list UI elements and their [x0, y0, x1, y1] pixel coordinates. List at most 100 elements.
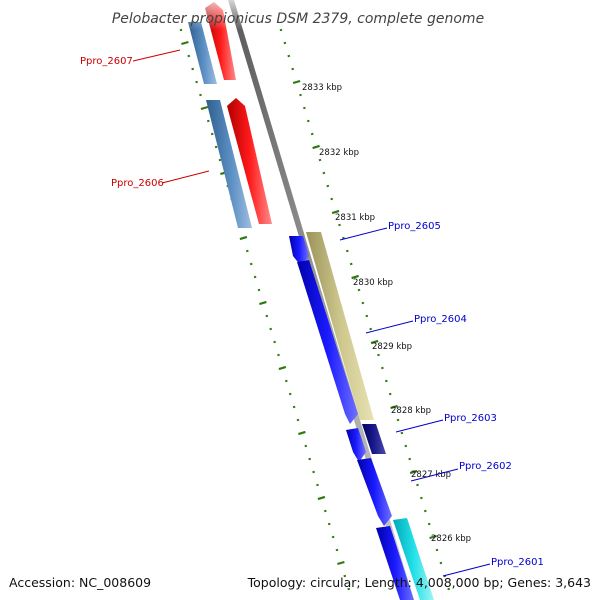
major-tick: [200, 105, 209, 111]
kbp-label-2830: 2830 kbp: [353, 278, 393, 288]
minor-tick: [218, 158, 222, 162]
minor-tick: [292, 405, 296, 409]
minor-tick: [304, 444, 308, 448]
minor-tick: [361, 301, 365, 305]
major-tick: [239, 235, 248, 241]
minor-tick: [249, 262, 253, 266]
minor-tick: [327, 522, 331, 526]
minor-tick: [357, 288, 361, 292]
leader-Ppro_2602: [410, 468, 459, 482]
minor-tick: [369, 327, 373, 331]
minor-tick: [447, 587, 451, 591]
major-tick: [337, 560, 345, 566]
minor-tick: [291, 67, 295, 71]
minor-tick: [288, 392, 292, 396]
gene-labels: Ppro_2607 Ppro_2606 Ppro_2605 Ppro_2604 …: [80, 49, 544, 577]
minor-tick: [318, 158, 322, 162]
major-tick: [312, 144, 320, 150]
major-tick: [409, 469, 418, 475]
minor-tick: [265, 314, 269, 318]
minor-tick: [316, 483, 319, 487]
minor-tick: [299, 93, 302, 97]
minor-tick: [312, 470, 315, 474]
minor-tick: [347, 587, 351, 591]
minor-tick: [330, 197, 334, 201]
kbp-label-2829: 2829 kbp: [372, 342, 412, 352]
gene-Ppro_2605[interactable]: [306, 232, 374, 420]
leader-Ppro_2606: [161, 170, 210, 184]
minor-tick: [343, 574, 347, 578]
minor-tick: [404, 444, 408, 448]
leader-Ppro_2604: [365, 320, 414, 334]
minor-tick: [303, 106, 306, 110]
minor-tick: [187, 54, 191, 58]
minor-tick: [277, 353, 280, 357]
top-fade: [0, 0, 600, 30]
minor-tick: [439, 561, 443, 565]
kbp-label-2833: 2833 kbp: [302, 83, 342, 93]
minor-tick: [416, 483, 419, 487]
gene-label-Ppro_2604[interactable]: Ppro_2604: [414, 314, 467, 325]
gene-label-Ppro_2603[interactable]: Ppro_2603: [444, 413, 497, 424]
kbp-label-2828: 2828 kbp: [391, 406, 431, 416]
minor-tick: [210, 132, 214, 136]
gene-label-Ppro_2605[interactable]: Ppro_2605: [388, 221, 441, 232]
major-tick: [351, 274, 359, 280]
major-tick: [429, 534, 437, 540]
minor-tick: [400, 431, 404, 435]
minor-tick: [257, 288, 261, 292]
gene-Ppro_2606[interactable]: [206, 98, 272, 228]
minor-tick: [253, 275, 257, 279]
minor-tick: [377, 353, 380, 357]
minor-tick: [388, 392, 392, 396]
major-tick: [298, 430, 306, 436]
minor-tick: [349, 262, 353, 266]
minor-tick: [273, 340, 276, 344]
major-tick: [390, 404, 398, 410]
kbp-label-2832: 2832 kbp: [319, 148, 359, 158]
kbp-label-2827: 2827 kbp: [411, 470, 451, 480]
major-tick: [370, 339, 379, 345]
minor-tick: [283, 41, 287, 45]
leader-Ppro_2603: [395, 419, 444, 433]
minor-tick: [287, 54, 291, 58]
gene-label-Ppro_2607[interactable]: Ppro_2607: [80, 56, 133, 67]
leader-Ppro_2601: [442, 563, 491, 577]
major-tick: [317, 495, 326, 501]
minor-tick: [420, 496, 423, 500]
minor-tick: [408, 457, 412, 461]
minor-tick: [435, 548, 439, 552]
minor-tick: [214, 145, 218, 149]
gene-label-Ppro_2601[interactable]: Ppro_2601: [491, 557, 544, 568]
map-title: Pelobacter propionicus DSM 2379, complet…: [112, 11, 484, 27]
gene-label-Ppro_2606[interactable]: Ppro_2606: [111, 178, 164, 189]
gene-Ppro_2603[interactable]: [346, 424, 386, 462]
minor-tick: [323, 509, 327, 513]
minor-tick: [342, 236, 345, 240]
minor-tick: [384, 379, 388, 383]
minor-tick: [326, 184, 330, 188]
kbp-label-2831: 2831 kbp: [335, 213, 375, 223]
major-tick: [278, 365, 287, 371]
minor-tick: [308, 457, 312, 461]
gene-Ppro_2601[interactable]: [376, 518, 434, 600]
minor-tick: [331, 535, 335, 539]
minor-tick: [199, 93, 202, 97]
minor-tick: [269, 327, 273, 331]
leader-Ppro_2607: [132, 49, 181, 62]
gene-label-Ppro_2602[interactable]: Ppro_2602: [459, 461, 512, 472]
major-tick: [259, 300, 267, 306]
gene-Ppro_2604[interactable]: [289, 236, 358, 424]
minor-tick: [396, 418, 400, 422]
leader-Ppro_2605: [339, 227, 388, 241]
gene-Ppro_2602[interactable]: [357, 458, 392, 526]
minor-tick: [296, 418, 300, 422]
minor-tick: [427, 522, 431, 526]
kbp-label-2826: 2826 kbp: [431, 534, 471, 544]
minor-tick: [306, 119, 310, 123]
accession-text: Accession: NC_008609: [9, 575, 151, 590]
minor-tick: [284, 379, 288, 383]
scale-ticks-outer: [279, 28, 451, 591]
minor-tick: [338, 223, 341, 227]
